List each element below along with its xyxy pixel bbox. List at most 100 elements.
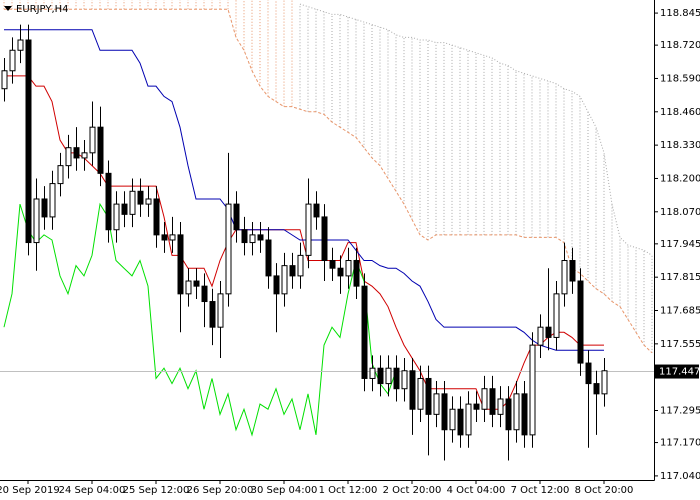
symbol-marker bbox=[4, 6, 12, 11]
indicator-line bbox=[4, 75, 604, 410]
candle-body bbox=[497, 398, 504, 415]
candle-body bbox=[273, 275, 280, 295]
x-tick-label: 24 Sep 04:00 bbox=[59, 485, 126, 496]
candle-body bbox=[513, 393, 520, 431]
candle-body bbox=[409, 370, 416, 410]
y-tick-label: 117.685 bbox=[660, 306, 700, 317]
y-tick-label: 117.040 bbox=[660, 471, 700, 482]
candle-body bbox=[129, 190, 136, 215]
y-tick-label: 117.815 bbox=[660, 272, 700, 283]
indicator-line bbox=[3, 202, 397, 437]
candle-body bbox=[177, 234, 184, 295]
candle-body bbox=[449, 408, 456, 431]
candle-body bbox=[329, 260, 336, 269]
x-tick-label: 25 Sep 12:00 bbox=[123, 485, 190, 496]
indicator-line bbox=[4, 29, 604, 351]
candle-body bbox=[89, 126, 96, 154]
cloud-span bbox=[4, 8, 653, 354]
candle-body bbox=[417, 377, 424, 410]
x-tick-label: 4 Oct 04:00 bbox=[447, 485, 506, 496]
candle-body bbox=[113, 203, 120, 231]
candle-body bbox=[137, 190, 144, 205]
y-tick-label: 118.845 bbox=[660, 8, 700, 19]
candle-body bbox=[193, 280, 200, 287]
y-tick-label: 118.070 bbox=[660, 207, 700, 218]
candle-body bbox=[9, 49, 16, 72]
candle-body bbox=[305, 203, 312, 256]
candle-body bbox=[1, 70, 8, 90]
candle-body bbox=[489, 388, 496, 415]
candle-body bbox=[257, 234, 264, 241]
candle-body bbox=[297, 254, 304, 277]
x-tick-label: 20 Sep 2019 bbox=[0, 485, 60, 496]
y-tick-label: 117.555 bbox=[660, 339, 700, 350]
x-tick-label: 7 Oct 12:00 bbox=[511, 485, 570, 496]
y-tick-label: 118.590 bbox=[660, 73, 700, 84]
candle-body bbox=[97, 126, 104, 174]
y-tick-label: 118.200 bbox=[660, 173, 700, 184]
candle-body bbox=[241, 229, 248, 244]
candle-body bbox=[473, 403, 480, 410]
y-tick-label: 118.460 bbox=[660, 107, 700, 118]
candle-body bbox=[265, 239, 272, 277]
candle-body bbox=[361, 285, 368, 379]
candle-body bbox=[337, 267, 344, 277]
candle-body bbox=[145, 198, 152, 205]
candle-body bbox=[545, 326, 552, 338]
candle-body bbox=[561, 260, 568, 295]
y-tick-label: 118.720 bbox=[660, 40, 700, 51]
candle-body bbox=[529, 344, 536, 436]
candle-body bbox=[185, 280, 192, 295]
candle-body bbox=[553, 293, 560, 338]
candle-body bbox=[217, 293, 224, 328]
candle-body bbox=[521, 393, 528, 436]
candle-body bbox=[593, 383, 600, 395]
candle-body bbox=[425, 377, 432, 415]
candle-body bbox=[65, 147, 72, 167]
candle-body bbox=[49, 183, 56, 218]
y-tick-label: 118.330 bbox=[660, 140, 700, 151]
candle-body bbox=[225, 203, 232, 295]
candle-body bbox=[233, 203, 240, 231]
chart-title: EURJPY,H4 bbox=[16, 4, 69, 15]
candle-body bbox=[249, 234, 256, 244]
candle-body bbox=[201, 285, 208, 303]
candle-body bbox=[401, 370, 408, 390]
last-price-box bbox=[655, 364, 699, 379]
x-tick-label: 1 Oct 12:00 bbox=[319, 485, 378, 496]
candle-body bbox=[169, 234, 176, 241]
candle-body bbox=[353, 260, 360, 287]
candle-body bbox=[161, 234, 168, 241]
candle-body bbox=[321, 216, 328, 262]
last-price-label: 117.447 bbox=[659, 367, 700, 378]
candle-body bbox=[585, 362, 592, 385]
plot-area bbox=[0, 0, 654, 461]
candle-body bbox=[25, 39, 32, 244]
candle-body bbox=[393, 367, 400, 390]
candle-body bbox=[57, 165, 64, 185]
candle-body bbox=[81, 152, 88, 159]
candle-body bbox=[289, 265, 296, 277]
x-tick-label: 30 Sep 04:00 bbox=[251, 485, 318, 496]
y-tick-label: 117.945 bbox=[660, 239, 700, 250]
y-tick-label: 117.295 bbox=[660, 406, 700, 417]
candle-body bbox=[457, 408, 464, 436]
y-tick-label: 117.170 bbox=[660, 438, 700, 449]
candle-body bbox=[569, 260, 576, 282]
candle-body bbox=[345, 260, 352, 277]
x-tick-label: 2 Oct 20:00 bbox=[383, 485, 442, 496]
candle-body bbox=[433, 393, 440, 415]
candle-body bbox=[73, 147, 80, 159]
candle-body bbox=[105, 172, 112, 231]
candle-body bbox=[505, 398, 512, 431]
candle-body bbox=[33, 198, 40, 244]
candle-body bbox=[41, 198, 48, 218]
candle-body bbox=[385, 367, 392, 385]
x-tick-label: 26 Sep 20:00 bbox=[187, 485, 254, 496]
candle-body bbox=[537, 326, 544, 346]
candle-body bbox=[313, 203, 320, 218]
candle-body bbox=[481, 388, 488, 410]
candle-body bbox=[441, 393, 448, 431]
